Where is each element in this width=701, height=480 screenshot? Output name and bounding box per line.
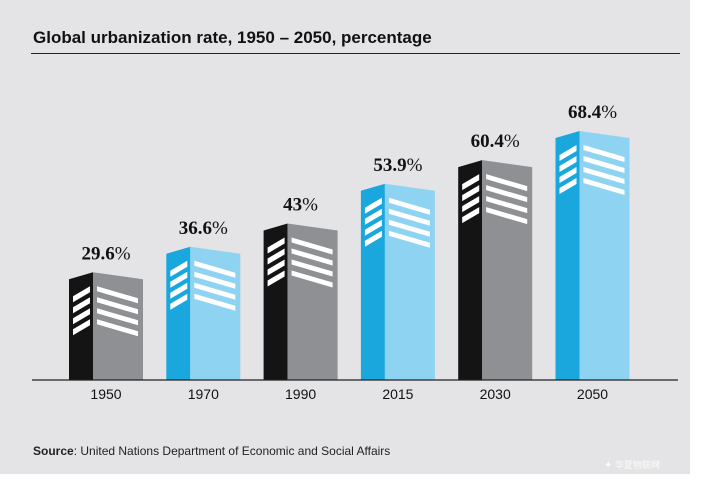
bar-2030: 60.4% 2030	[458, 131, 533, 402]
window-stripe	[364, 219, 382, 236]
watermark: ✦ 华夏物联网	[604, 458, 660, 471]
bar-2015: 53.9% 2015	[360, 155, 435, 402]
window-stripe	[486, 207, 528, 225]
window-stripe	[291, 248, 333, 266]
window-stripe	[194, 293, 236, 311]
watermark-text: 华夏物联网	[614, 460, 660, 470]
bar-side-face	[190, 246, 241, 380]
value-number: 60.4	[471, 131, 505, 152]
source-label: Source	[33, 444, 74, 458]
window-stripe	[559, 167, 577, 184]
value-number: 29.6	[81, 243, 114, 264]
window-stripe	[388, 208, 430, 226]
window-stripe	[559, 156, 577, 173]
window-stripe	[73, 297, 90, 314]
bird-logo-icon: ✦	[604, 460, 613, 471]
source-text: : United Nations Department of Economic …	[73, 444, 391, 458]
window-stripe	[388, 230, 430, 248]
window-stripe	[170, 271, 188, 288]
x-tick-label: 1950	[90, 386, 121, 402]
window-stripe	[462, 196, 480, 213]
value-number: 43	[283, 194, 302, 215]
window-stripe	[194, 260, 236, 278]
window-stripe	[267, 259, 285, 276]
value-unit: %	[115, 243, 131, 264]
window-stripe	[97, 308, 138, 326]
window-stripe	[583, 156, 625, 174]
window-stripe	[267, 237, 285, 254]
value-unit: %	[407, 155, 423, 176]
source-note: Source: United Nations Department of Eco…	[33, 444, 390, 458]
window-stripe	[73, 308, 90, 325]
window-stripe	[364, 208, 382, 225]
x-tick-label: 1990	[285, 386, 316, 402]
window-stripe	[486, 196, 528, 214]
window-stripe	[170, 260, 188, 277]
bar-2050: 68.4% 2050	[555, 102, 630, 402]
window-stripe	[583, 167, 625, 185]
window-stripe	[170, 282, 188, 299]
window-stripe	[291, 259, 333, 277]
value-label: 68.4%	[568, 102, 617, 123]
window-stripe	[73, 319, 90, 336]
value-label: 60.4%	[471, 131, 520, 152]
value-unit: %	[212, 218, 228, 239]
bar-1950: 29.6% 1950	[69, 243, 143, 402]
x-tick-label: 2030	[480, 386, 511, 402]
window-stripe	[97, 297, 138, 315]
window-stripe	[364, 230, 382, 247]
window-stripe	[486, 174, 528, 192]
window-stripe	[73, 286, 90, 303]
window-stripe	[559, 178, 577, 195]
bar-front-face	[458, 160, 483, 380]
chart-title: Global urbanization rate, 1950 – 2050, p…	[33, 28, 432, 47]
x-tick-label: 1970	[188, 386, 219, 402]
value-label: 29.6%	[81, 243, 130, 264]
window-stripe	[388, 219, 430, 237]
window-stripe	[583, 178, 625, 196]
value-label: 43%	[283, 194, 318, 215]
window-stripe	[97, 286, 138, 304]
value-unit: %	[601, 102, 617, 123]
value-label: 36.6%	[179, 218, 228, 239]
value-unit: %	[504, 131, 520, 152]
bar-1990: 43% 1990	[263, 194, 338, 402]
window-stripe	[462, 174, 480, 191]
bar-1970: 36.6% 1970	[166, 218, 241, 402]
value-label: 53.9%	[373, 155, 422, 176]
window-stripe	[97, 319, 138, 337]
title-divider	[31, 53, 680, 54]
value-number: 36.6	[179, 218, 212, 239]
value-unit: %	[302, 194, 318, 215]
bar-front-face	[555, 131, 580, 380]
x-tick-label: 2015	[382, 386, 413, 402]
window-stripe	[364, 197, 382, 214]
window-stripe	[267, 270, 285, 287]
bar-side-face	[579, 131, 630, 380]
x-tick-label: 2050	[577, 386, 608, 402]
window-stripe	[291, 270, 333, 288]
window-stripe	[559, 145, 577, 162]
window-stripe	[291, 237, 333, 255]
window-stripe	[267, 248, 285, 265]
window-stripe	[388, 197, 430, 215]
bar-side-face	[482, 160, 533, 380]
value-number: 53.9	[373, 155, 406, 176]
window-stripe	[170, 293, 188, 310]
bar-front-face	[166, 246, 191, 380]
window-stripe	[194, 282, 236, 300]
window-stripe	[462, 207, 480, 224]
window-stripe	[583, 145, 625, 163]
window-stripe	[194, 271, 236, 289]
value-number: 68.4	[568, 102, 602, 123]
window-stripe	[462, 185, 480, 202]
window-stripe	[486, 185, 528, 203]
